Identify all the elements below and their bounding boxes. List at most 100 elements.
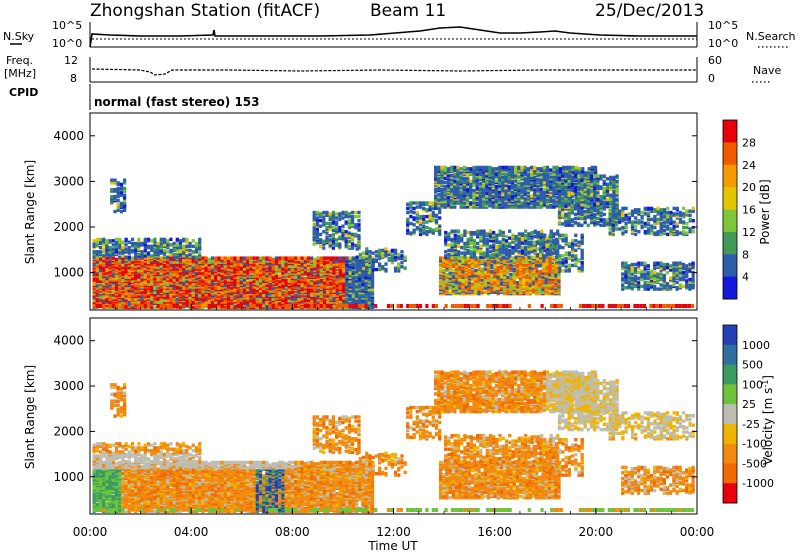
power-cell bbox=[252, 256, 256, 260]
power-cell bbox=[114, 260, 119, 264]
power-cell bbox=[418, 201, 423, 205]
power-cell bbox=[169, 237, 173, 242]
power-cell bbox=[368, 250, 372, 254]
power-cell bbox=[415, 216, 419, 220]
power-cell bbox=[185, 254, 189, 258]
power-cell bbox=[341, 210, 345, 215]
power-cell bbox=[116, 199, 120, 203]
power-cell bbox=[466, 167, 470, 171]
power-cell bbox=[140, 241, 144, 246]
power-cell bbox=[121, 298, 125, 303]
power-cell bbox=[507, 165, 511, 170]
power-cell bbox=[443, 180, 447, 185]
power-cell bbox=[271, 257, 275, 262]
power-cell bbox=[351, 256, 355, 260]
power-cell bbox=[362, 251, 366, 255]
power-cell bbox=[394, 266, 398, 270]
power-cell bbox=[365, 247, 369, 251]
power-cell bbox=[568, 165, 572, 170]
power-cell bbox=[113, 194, 117, 199]
power-cell bbox=[397, 262, 401, 266]
power-cell bbox=[130, 298, 135, 303]
power-cell bbox=[358, 261, 362, 265]
power-cell bbox=[440, 187, 444, 191]
power-cell bbox=[143, 237, 147, 242]
power-cell bbox=[434, 165, 438, 170]
power-cell bbox=[514, 165, 518, 170]
power-cell bbox=[549, 168, 553, 172]
power-cell bbox=[374, 258, 378, 262]
power-cell bbox=[102, 237, 106, 242]
power-cell bbox=[520, 201, 524, 205]
power-cell bbox=[315, 210, 319, 215]
power-cell bbox=[530, 165, 534, 170]
power-cell bbox=[394, 248, 398, 253]
power-cell bbox=[102, 247, 106, 251]
power-cell bbox=[108, 245, 112, 250]
power-cell bbox=[303, 256, 307, 260]
power-cell bbox=[326, 256, 330, 260]
power-cell bbox=[542, 165, 546, 170]
power-cell bbox=[507, 184, 511, 189]
power-cell bbox=[191, 305, 195, 310]
power-cell bbox=[431, 210, 435, 215]
power-cell bbox=[124, 301, 128, 305]
power-cell bbox=[469, 201, 473, 205]
power-cell bbox=[335, 220, 339, 224]
power-cell bbox=[95, 267, 99, 271]
power-cell bbox=[124, 305, 128, 310]
power-cell bbox=[114, 237, 119, 242]
power-cell bbox=[459, 167, 463, 171]
power-cell bbox=[110, 194, 114, 199]
power-cell bbox=[438, 224, 442, 228]
power-cell bbox=[434, 213, 439, 217]
power-cell bbox=[137, 283, 141, 288]
power-cell bbox=[150, 239, 154, 243]
power-cell bbox=[555, 165, 559, 170]
power-cell bbox=[488, 165, 492, 170]
power-cell bbox=[258, 256, 263, 260]
power-cell bbox=[166, 250, 170, 254]
power-cell bbox=[354, 214, 358, 219]
power-cell bbox=[111, 239, 115, 243]
power-cell bbox=[425, 201, 429, 205]
power-cell bbox=[510, 165, 514, 170]
power-cell bbox=[166, 281, 170, 285]
cpid-row: CPID normal (fast stereo) 153 bbox=[9, 84, 260, 110]
power-cell bbox=[146, 251, 151, 255]
power-cell bbox=[114, 257, 119, 262]
power-cell bbox=[342, 256, 346, 260]
power-cell bbox=[536, 167, 540, 171]
power-cell bbox=[246, 281, 250, 285]
power-cell bbox=[347, 245, 351, 249]
power-cell bbox=[294, 256, 298, 260]
power-cell bbox=[159, 237, 163, 242]
power-cell bbox=[425, 230, 429, 234]
power-cell bbox=[140, 297, 144, 301]
power-cell bbox=[246, 256, 250, 260]
power-cell bbox=[319, 238, 323, 242]
power-cell bbox=[415, 210, 419, 215]
power-cell bbox=[425, 220, 429, 224]
power-cell bbox=[207, 257, 211, 262]
power-cell bbox=[121, 256, 125, 260]
power-cell bbox=[325, 235, 329, 239]
power-cell bbox=[319, 212, 323, 216]
power-cell bbox=[194, 255, 199, 259]
power-cell bbox=[306, 256, 311, 260]
power-cell bbox=[223, 256, 227, 260]
power-cell bbox=[409, 221, 413, 226]
power-cell bbox=[119, 182, 123, 186]
power-cell bbox=[134, 241, 138, 246]
power-cell bbox=[156, 301, 160, 305]
power-cell bbox=[118, 237, 122, 242]
nsearch-tick-low: 10^0 bbox=[708, 37, 738, 50]
power-cell bbox=[381, 265, 385, 269]
power-cell bbox=[494, 179, 498, 183]
power-cell bbox=[501, 165, 505, 170]
power-cell bbox=[462, 165, 466, 170]
power-cell bbox=[230, 256, 234, 260]
power-cell bbox=[328, 234, 332, 238]
power-cell bbox=[335, 212, 339, 216]
